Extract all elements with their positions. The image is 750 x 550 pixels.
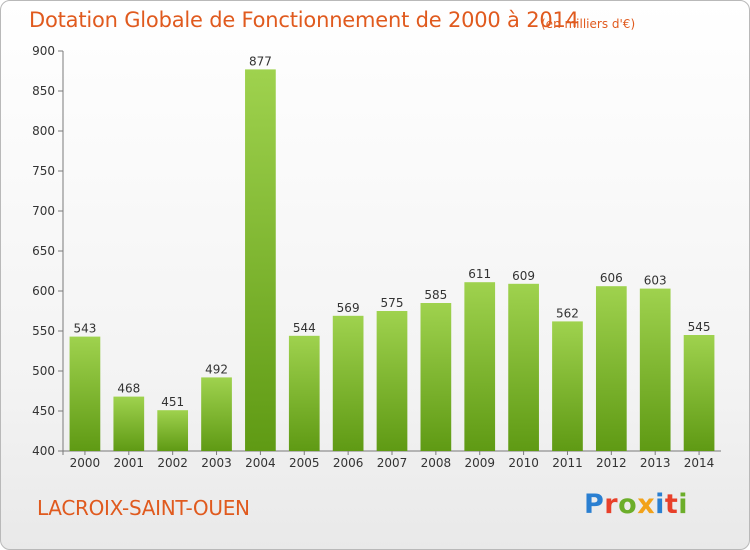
bar: [157, 410, 189, 451]
x-tick-label: 2010: [508, 456, 539, 470]
y-tick-label: 700: [32, 204, 55, 218]
bar: [552, 321, 583, 451]
bar: [595, 286, 627, 451]
bar: [288, 335, 320, 451]
chart-axes: 400 450 500 550 600 650 700 750 800 850 900: [32, 44, 721, 458]
bar-value-label: 451: [161, 395, 184, 409]
bar-value-label: 603: [644, 274, 667, 288]
bar-value-label: 609: [512, 269, 535, 283]
x-tick-label: 2006: [333, 456, 364, 470]
bar: [508, 283, 539, 451]
x-tick-label: 2005: [289, 456, 320, 470]
y-tick-label: 400: [32, 444, 55, 458]
bar: [420, 303, 452, 451]
y-tick-label: 750: [32, 164, 55, 178]
bar-value-label: 606: [600, 271, 623, 285]
bar-value-label: 877: [249, 54, 272, 68]
bar-value-label: 545: [688, 320, 711, 334]
bar: [113, 396, 145, 451]
chart-labels: 2000 543 2001 468 2002 451 2003 492 2004 877 2005 5…: [70, 54, 715, 470]
bar-value-label: 543: [73, 322, 96, 336]
x-tick-label: 2007: [377, 456, 408, 470]
bar-value-label: 544: [293, 321, 316, 335]
y-tick-label: 900: [32, 44, 55, 58]
x-tick-label: 2009: [464, 456, 495, 470]
x-tick-label: 2001: [114, 456, 145, 470]
bar: [683, 335, 715, 451]
bar: [639, 288, 671, 451]
chart-unit: (en milliers d'€): [541, 17, 636, 31]
chart-title: Dotation Globale de Fonctionnement de 20…: [29, 8, 579, 32]
x-tick-label: 2000: [70, 456, 101, 470]
bar: [69, 336, 101, 451]
x-tick-label: 2012: [596, 456, 627, 470]
bar-value-label: 611: [468, 267, 491, 281]
bar-value-label: 585: [424, 288, 447, 302]
y-tick-label: 600: [32, 284, 55, 298]
y-tick-label: 800: [32, 124, 55, 138]
town-name: LACROIX-SAINT-OUEN: [37, 496, 250, 520]
bar: [464, 282, 496, 451]
y-tick-label: 850: [32, 84, 55, 98]
bar-value-label: 468: [117, 382, 140, 396]
y-tick-label: 650: [32, 244, 55, 258]
bar-value-label: 562: [556, 306, 579, 320]
y-tick-label: 550: [32, 324, 55, 338]
x-tick-label: 2008: [421, 456, 452, 470]
y-tick-label: 450: [32, 404, 55, 418]
y-tick-label: 500: [32, 364, 55, 378]
bar: [245, 69, 276, 452]
x-tick-label: 2013: [640, 456, 671, 470]
x-tick-label: 2002: [157, 456, 188, 470]
x-tick-label: 2003: [201, 456, 232, 470]
proxiti-logo[interactable]: Proxiti: [584, 489, 689, 520]
chart-bars: [69, 69, 715, 452]
x-tick-label: 2004: [245, 456, 276, 470]
bar: [332, 315, 364, 451]
bar-value-label: 575: [381, 296, 404, 310]
x-tick-label: 2011: [552, 456, 583, 470]
bar-value-label: 492: [205, 362, 228, 376]
bar: [201, 377, 232, 451]
bar-value-label: 569: [337, 301, 360, 315]
x-tick-label: 2014: [684, 456, 715, 470]
bar: [376, 311, 408, 451]
